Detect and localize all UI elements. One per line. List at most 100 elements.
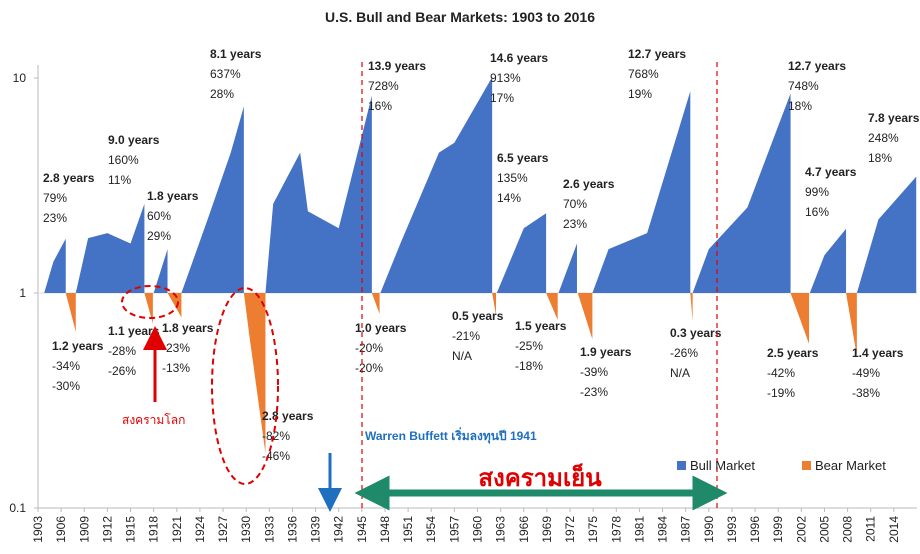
annotation-line: 9.0 years: [108, 133, 160, 147]
annotation-line: N/A: [670, 366, 690, 380]
area: [65, 293, 857, 454]
annotation-line: 79%: [43, 191, 67, 205]
annotation-line: -49%: [852, 366, 880, 380]
annotation-line: -34%: [52, 359, 80, 373]
annotation-line: 70%: [563, 197, 587, 211]
x-tick-label: 1906: [54, 516, 68, 543]
annotation: 0.3 years -26% N/A: [670, 326, 722, 380]
annotation: 12.7 years 768% 19%: [628, 47, 686, 101]
annotation-line: 12.7 years: [628, 47, 686, 61]
x-tick-label: 1903: [31, 516, 45, 543]
x-tick-label: 1939: [309, 516, 323, 543]
x-tick-label: 1912: [100, 516, 114, 543]
annotation-line: 29%: [147, 229, 171, 243]
x-tick-label: 1909: [77, 516, 91, 543]
annotation-line: -30%: [52, 379, 80, 393]
annotation-line: -39%: [580, 365, 608, 379]
x-tick-label: 1984: [656, 516, 670, 543]
annotation-line: 18%: [788, 99, 812, 113]
x-tick-label: 2002: [794, 516, 808, 543]
annotation: 9.0 years 160% 11%: [108, 133, 160, 187]
annotation-line: 248%: [868, 131, 899, 145]
legend-label: Bear Market: [815, 458, 886, 473]
annotation-line: 913%: [490, 71, 521, 85]
highlight: [121, 285, 179, 319]
chart-title: U.S. Bull and Bear Markets: 1903 to 2016: [325, 9, 595, 25]
annotation-line: 11%: [108, 173, 131, 187]
x-tick-label: 2005: [817, 516, 831, 543]
annotation-line: 2.5 years: [767, 346, 819, 360]
annotation: 14.6 years 913% 17%: [490, 51, 548, 105]
x-tick-label: 2011: [864, 516, 878, 542]
annotation-line: 2.8 years: [262, 409, 314, 423]
annotation-line: 28%: [210, 87, 234, 101]
annotation: 2.8 years 79% 23%: [43, 171, 95, 225]
annotation: 1.1 years -28% -26%: [108, 324, 160, 378]
annotation-line: 1.0 years: [355, 321, 407, 335]
annotation-line: -26%: [108, 364, 136, 378]
annotation: 1.2 years -34% -30%: [52, 339, 104, 393]
x-tick-label: 1915: [124, 516, 138, 543]
annotation-line: 17%: [490, 91, 514, 105]
note: Warren Buffett เริ่มลงทุนปี 1941: [365, 427, 537, 444]
annotation-line: 19%: [628, 87, 652, 101]
x-tick-label: 1951: [401, 516, 415, 543]
legend-swatch: [802, 461, 811, 470]
annotation-line: -42%: [767, 366, 795, 380]
annotation-line: 99%: [805, 185, 829, 199]
legend-swatch: [677, 461, 686, 470]
annotation-line: -46%: [262, 449, 290, 463]
x-tick-label: 1957: [447, 516, 461, 543]
annotation-line: 748%: [788, 79, 819, 93]
annotation-line: 16%: [368, 99, 392, 113]
annotation-line: -21%: [452, 329, 480, 343]
annotation: 7.8 years 248% 18%: [868, 111, 920, 165]
x-tick-label: 1993: [725, 516, 739, 543]
x-tick-label: 1918: [147, 516, 161, 543]
annotation-line: 1.4 years: [852, 346, 904, 360]
annotation-line: 16%: [805, 205, 829, 219]
annotation-line: 60%: [147, 209, 171, 223]
x-tick-label: 1960: [471, 516, 485, 543]
annotation-line: -23%: [580, 385, 608, 399]
x-tick-label: 1975: [586, 516, 600, 543]
x-tick-label: 1963: [494, 516, 508, 543]
annotation: 2.8 years -82% -46%: [262, 409, 314, 463]
x-tick-label: 1996: [748, 516, 762, 543]
annotation-line: -23%: [162, 341, 190, 355]
annotation-line: 23%: [43, 211, 67, 225]
x-tick-label: 1987: [679, 516, 693, 543]
annotation: 1.8 years -23% -13%: [162, 321, 214, 375]
x-tick-label: 1978: [609, 516, 623, 543]
x-tick-label: 1927: [216, 516, 230, 543]
x-tick-label: 1921: [170, 516, 184, 543]
annotation-line: -20%: [355, 361, 383, 375]
annotation-line: -18%: [515, 359, 543, 373]
x-tick-label: 1999: [771, 516, 785, 543]
x-tick-label: 2008: [841, 516, 855, 543]
annotation-line: 23%: [563, 217, 587, 231]
x-tick-label: 2014: [887, 516, 901, 543]
x-tick-label: 1981: [632, 516, 646, 543]
annotation: 1.0 years -20% -20%: [355, 321, 407, 375]
annotation-line: -25%: [515, 339, 543, 353]
annotation-line: -19%: [767, 386, 795, 400]
note: สงครามโลก: [122, 413, 185, 427]
annotation-line: 7.8 years: [868, 111, 920, 125]
y-tick-label: 0.1: [9, 501, 26, 515]
annotation: 6.5 years 135% 14%: [497, 151, 549, 205]
annotation-line: -28%: [108, 344, 136, 358]
x-tick-label: 1966: [517, 516, 531, 543]
y-tick-label: 10: [13, 71, 27, 85]
annotation-line: 13.9 years: [368, 59, 426, 73]
x-tick-label: 1945: [355, 516, 369, 543]
annotation-line: -38%: [852, 386, 880, 400]
annotation-line: -13%: [162, 361, 190, 375]
x-tick-label: 1936: [285, 516, 299, 543]
annotation-line: 1.8 years: [147, 189, 199, 203]
x-tick-label: 1948: [378, 516, 392, 543]
annotation-line: 1.5 years: [515, 319, 567, 333]
x-tick-label: 1924: [193, 516, 207, 543]
annotation-line: 6.5 years: [497, 151, 549, 165]
